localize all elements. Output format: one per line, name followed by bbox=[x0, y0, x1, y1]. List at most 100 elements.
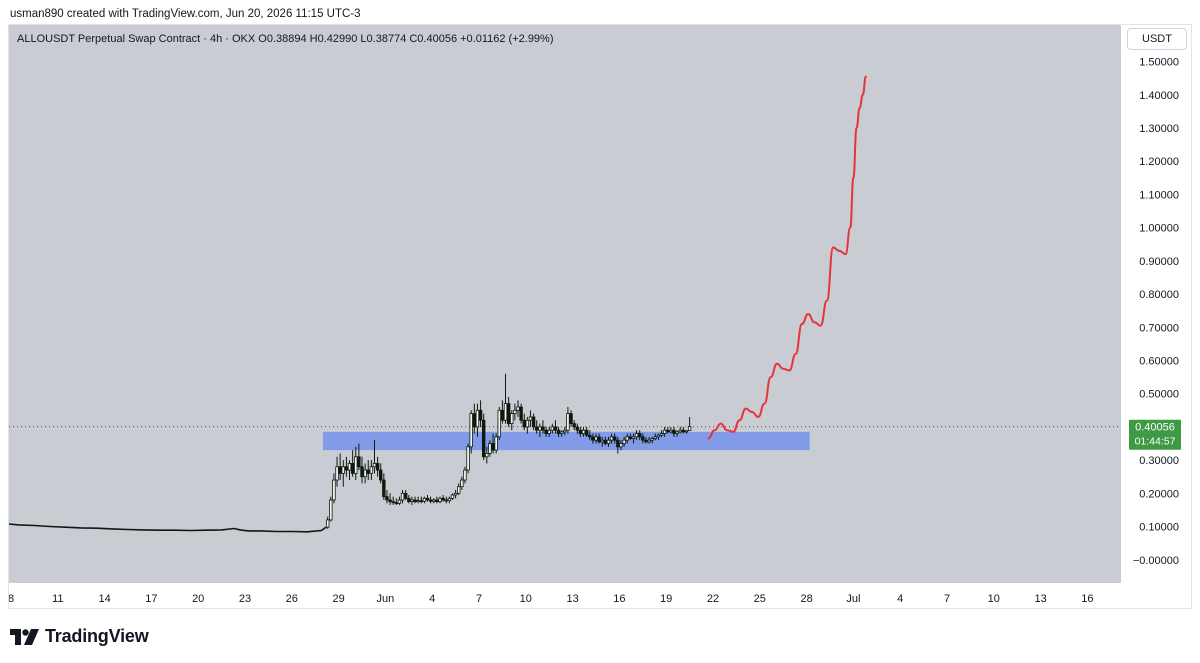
candle-body bbox=[457, 486, 461, 494]
candle bbox=[447, 496, 452, 504]
candle-body bbox=[600, 439, 604, 443]
candle-body bbox=[441, 497, 445, 501]
candle-body bbox=[425, 497, 430, 501]
candle bbox=[438, 496, 442, 504]
x-axis-tick-label: 11 bbox=[52, 593, 63, 605]
candle bbox=[369, 460, 374, 481]
candle bbox=[637, 430, 642, 441]
candle bbox=[681, 426, 686, 434]
candle bbox=[466, 443, 470, 474]
candle-body bbox=[419, 500, 423, 503]
candle-body bbox=[675, 431, 679, 434]
projection-path bbox=[707, 75, 867, 440]
candle-body bbox=[363, 469, 367, 478]
candle-body bbox=[631, 436, 636, 439]
candle bbox=[538, 423, 542, 437]
candle-body bbox=[394, 502, 399, 505]
y-axis-tick-label: 0.20000 bbox=[1139, 488, 1179, 500]
candle bbox=[572, 420, 576, 431]
candle bbox=[472, 403, 477, 434]
candle bbox=[350, 450, 355, 477]
candle bbox=[503, 373, 508, 424]
candle bbox=[491, 433, 495, 454]
chart-area[interactable]: 1.50000 1.40000 1.30000 1.20000 1.10000 1.000… bbox=[8, 24, 1192, 609]
candle-body bbox=[588, 434, 592, 438]
candle bbox=[687, 416, 692, 431]
candle bbox=[391, 496, 395, 505]
x-axis-tick-label: 10 bbox=[988, 593, 1000, 605]
y-axis-tick-label: 0.70000 bbox=[1139, 322, 1179, 334]
candle-body bbox=[432, 499, 436, 502]
candle-body bbox=[466, 446, 470, 471]
candle bbox=[544, 426, 548, 437]
candle bbox=[631, 433, 636, 444]
candle-body bbox=[625, 436, 629, 441]
candle-body bbox=[410, 499, 414, 503]
candle-body bbox=[385, 496, 389, 501]
candle-body bbox=[447, 497, 452, 502]
candle bbox=[510, 410, 514, 431]
currency-selector-button[interactable]: USDT bbox=[1127, 28, 1187, 50]
candle bbox=[366, 460, 370, 481]
candle bbox=[547, 426, 551, 437]
candle-body bbox=[687, 426, 692, 431]
candle bbox=[460, 476, 464, 490]
price-chart[interactable]: 1.50000 1.40000 1.30000 1.20000 1.10000 1.000… bbox=[9, 25, 1193, 610]
candle bbox=[659, 430, 664, 437]
candle-body bbox=[647, 439, 651, 443]
candle bbox=[506, 397, 511, 427]
candle bbox=[603, 436, 608, 446]
candle-body bbox=[628, 436, 633, 439]
candle-body bbox=[591, 436, 595, 441]
candle bbox=[622, 436, 626, 447]
candle bbox=[678, 426, 682, 434]
candle-body bbox=[422, 497, 427, 502]
candle-body bbox=[566, 413, 570, 431]
candle-body bbox=[481, 419, 486, 458]
x-axis-tick-label: 8 bbox=[9, 593, 14, 605]
x-axis-tick-label: 19 bbox=[660, 593, 672, 605]
candle bbox=[335, 456, 339, 487]
candle bbox=[584, 426, 589, 437]
candle bbox=[535, 420, 539, 434]
candle-body bbox=[469, 413, 473, 448]
candle-body bbox=[528, 416, 533, 421]
candle-body bbox=[329, 499, 333, 521]
tradingview-logo-icon bbox=[10, 628, 39, 645]
candle-body bbox=[354, 456, 358, 474]
candle bbox=[641, 433, 645, 444]
x-axis-tick-label: 13 bbox=[1034, 593, 1046, 605]
candle-body bbox=[506, 403, 511, 424]
current-price-value: 0.40056 bbox=[1135, 422, 1175, 434]
plot-background bbox=[9, 25, 1121, 583]
candle-body bbox=[547, 429, 551, 434]
candle bbox=[407, 494, 411, 504]
candle bbox=[450, 493, 455, 500]
candle-body bbox=[659, 433, 664, 436]
candle-body bbox=[463, 469, 467, 481]
candle bbox=[594, 433, 598, 444]
candle bbox=[672, 426, 676, 437]
candle-body bbox=[450, 494, 455, 499]
x-axis-tick-label: 23 bbox=[239, 593, 251, 605]
candle-body bbox=[478, 409, 483, 421]
candle bbox=[578, 426, 583, 437]
candle bbox=[644, 436, 648, 444]
candle bbox=[329, 496, 333, 522]
candle-body bbox=[559, 431, 564, 434]
candle bbox=[513, 403, 517, 421]
candle-body bbox=[666, 429, 670, 433]
candle-body bbox=[644, 439, 648, 443]
candle bbox=[357, 443, 361, 471]
candle-body bbox=[606, 439, 611, 444]
candle-body bbox=[594, 436, 598, 441]
candle bbox=[463, 466, 467, 484]
y-axis-tick-label: 0.60000 bbox=[1139, 355, 1179, 367]
y-axis-tick-label: 0.10000 bbox=[1139, 522, 1179, 534]
candle-body bbox=[391, 501, 395, 504]
candle-body bbox=[572, 423, 576, 428]
candle bbox=[375, 456, 380, 477]
y-axis-tick-label: 1.40000 bbox=[1139, 90, 1179, 102]
candle-body bbox=[522, 419, 526, 428]
candle-body bbox=[578, 429, 583, 434]
